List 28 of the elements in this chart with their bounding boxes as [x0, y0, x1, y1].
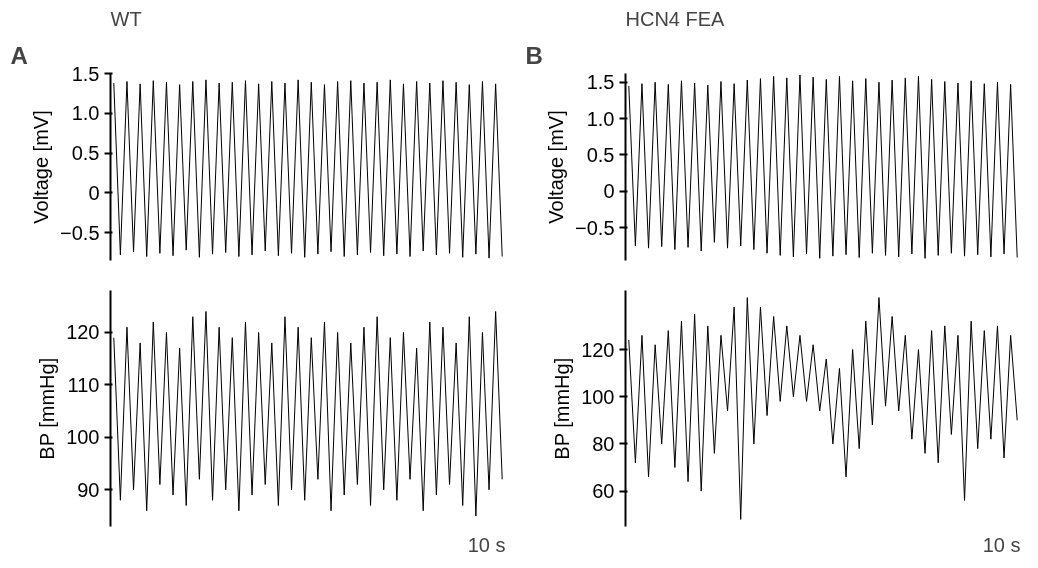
y-tick-label: 0: [88, 181, 100, 204]
y-tick-label: −0.5: [575, 216, 615, 239]
y-tick-label: 120: [581, 338, 615, 361]
text: B: [525, 41, 543, 69]
y-tick-label: 100: [66, 426, 100, 449]
y-tick-label: 1.0: [586, 107, 615, 130]
y-tick-label: 100: [581, 385, 615, 408]
y-tick-label: 0.5: [586, 143, 615, 166]
y-tick-label: −0.5: [60, 221, 100, 244]
chart-title: WT: [110, 7, 142, 30]
y-axis-title: BP [mmHg]: [36, 357, 59, 460]
y-tick-label: 120: [66, 321, 100, 344]
y-axis-title: BP [mmHg]: [551, 357, 574, 460]
text: 10 s: [982, 533, 1021, 556]
text: A: [10, 41, 28, 69]
chart-title: HCN4 FEA: [625, 7, 726, 30]
y-tick-label: 90: [77, 478, 100, 501]
y-tick-label: 0.5: [71, 142, 100, 165]
y-axis-title: Voltage [mV]: [30, 110, 53, 224]
y-tick-label: 0: [603, 180, 615, 203]
y-tick-label: 110: [67, 373, 100, 396]
y-tick-label: 80: [592, 432, 615, 455]
y-axis-title: Voltage [mV]: [545, 110, 568, 224]
y-tick-label: 1.5: [586, 71, 615, 94]
text: 10 s: [467, 533, 506, 556]
y-tick-label: 1.0: [71, 102, 100, 125]
y-tick-label: 1.5: [71, 62, 100, 85]
y-tick-label: 60: [592, 480, 615, 503]
